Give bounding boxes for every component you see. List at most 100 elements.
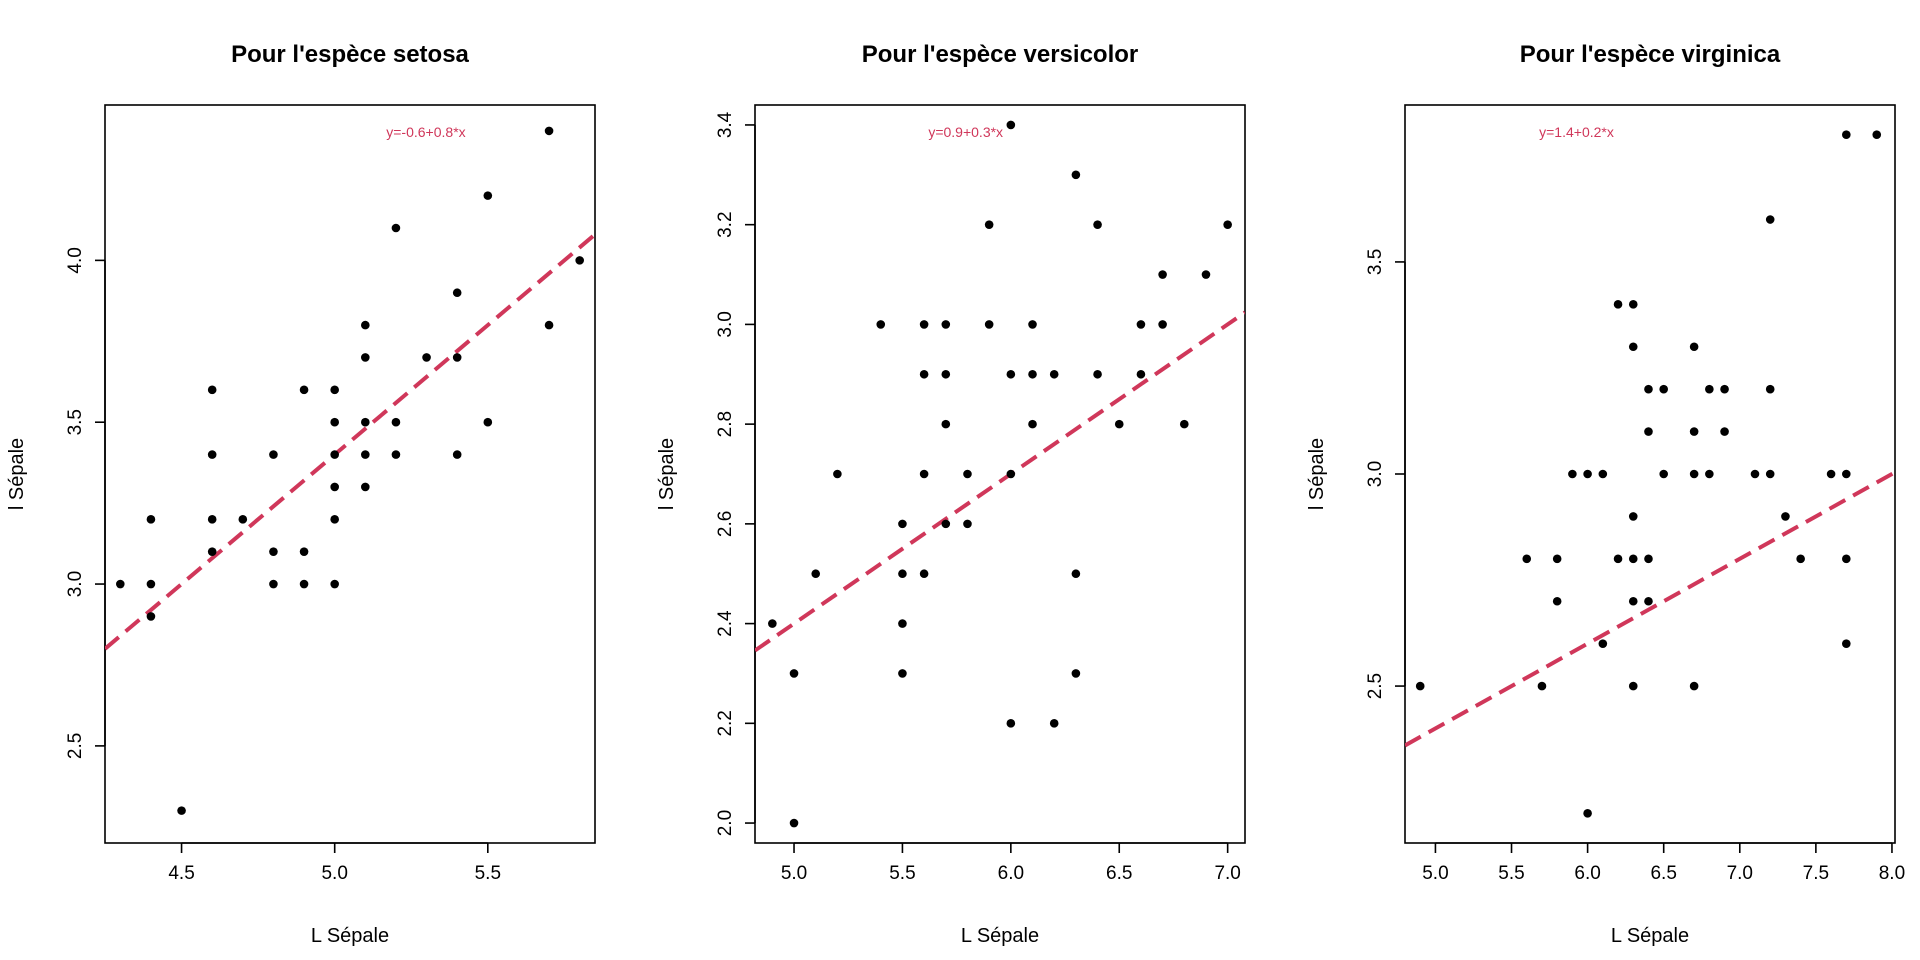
panel-2-data-point	[919, 320, 929, 329]
panel-3-data-point	[1689, 469, 1699, 479]
panel-3-data-point	[1781, 512, 1790, 521]
panel-3-x-tick-label: 6.5	[1650, 863, 1676, 884]
panel-2-data-point	[984, 320, 994, 329]
panel-2-y-tick-label: 2.8	[715, 411, 736, 437]
panel-3-data-point	[1522, 554, 1532, 564]
panel-2-equation-label: y=0.9+0.3*x	[928, 124, 1003, 140]
panel-2-regression-line	[755, 310, 1245, 653]
panel-2-x-axis-label: L Sépale	[961, 925, 1039, 947]
panel-3-data-point	[1826, 469, 1836, 479]
panel-2-data-point	[984, 220, 994, 229]
panel-2-data-point	[919, 469, 929, 479]
panel-3-data-point	[1628, 300, 1638, 309]
panel-3-x-tick-label: 6.0	[1574, 863, 1600, 884]
panel-2-x-tick-label: 6.0	[998, 863, 1024, 884]
panel-3-data-point	[1415, 681, 1425, 691]
panel-1-data-point	[483, 417, 493, 427]
panel-1-equation-label: y=-0.6+0.8*x	[386, 124, 465, 140]
panel-1-data-point	[361, 417, 370, 427]
panel-3-data-point	[1689, 427, 1699, 436]
panel-3-data-point	[1537, 681, 1547, 691]
panel-3-regression-line	[1405, 470, 1895, 748]
panel-3-data-point	[1552, 596, 1562, 606]
panel-1-y-tick-label: 3.0	[65, 571, 86, 597]
panel-2-data-point	[1071, 569, 1081, 579]
panel-3-y-axis-label: l Sépale	[1306, 438, 1328, 510]
panel-1-data-point	[269, 579, 278, 589]
panel-1-data-point	[116, 579, 125, 589]
panel-3-data-point	[1842, 469, 1851, 479]
panel-2-y-tick-label: 2.4	[715, 610, 736, 637]
panel-3: Pour l'espèce virginica 5.0 5.5 6.0 6.5 7.0 7.…	[1306, 41, 1905, 947]
panel-3-x-tick-label: 8.0	[1879, 863, 1905, 884]
panel-2-data-point	[1136, 320, 1146, 329]
panel-3-y-tick-label: 2.5	[1365, 673, 1386, 699]
panel-2-data-point	[768, 619, 777, 628]
panel-2-data-point	[1049, 369, 1059, 379]
panel-1-data-point	[146, 579, 156, 589]
panel-2-data-point	[1006, 719, 1016, 728]
panel-1-data-point	[330, 482, 339, 492]
panel-1-data-point	[330, 450, 339, 459]
panel-3-data-point	[1689, 342, 1699, 352]
panel-1-title: Pour l'espèce setosa	[231, 41, 469, 68]
panel-1-data-point	[299, 385, 309, 395]
panel-2-data-point	[898, 619, 907, 628]
panel-3-data-point	[1552, 554, 1562, 564]
panel-1-x-tick-label: 5.0	[321, 863, 347, 884]
panel-3-x-tick-label: 7.5	[1803, 863, 1829, 884]
panel-2-data-point	[1093, 369, 1102, 379]
panel-1-data-point	[422, 353, 431, 362]
panel-1-y-tick-label: 3.5	[65, 409, 86, 435]
panel-3-x-tick-label: 7.0	[1727, 863, 1753, 884]
panel-2-x-tick-label: 5.0	[781, 863, 807, 884]
panel-3-data-point	[1644, 384, 1653, 394]
panel-3-data-point	[1628, 596, 1638, 606]
panel-1-data-point	[361, 450, 370, 459]
panel-3-data-point	[1765, 469, 1775, 479]
panel-2-data-point	[1028, 320, 1037, 329]
panel-3-data-point	[1598, 639, 1608, 648]
panel-3-y-tick-label: 3.0	[1365, 461, 1386, 487]
panel-1-data-point	[207, 547, 217, 556]
panel-3-data-point	[1659, 469, 1668, 479]
panel-3-plot-frame	[1404, 104, 1896, 844]
panel-2-x-tick-label: 5.5	[889, 863, 915, 884]
panel-1-data-point	[146, 612, 156, 621]
panel-3-data-point	[1720, 427, 1729, 436]
panel-3-data-point	[1765, 215, 1775, 224]
panel-2-data-point	[941, 369, 951, 379]
panel-2-data-point	[963, 469, 972, 479]
panel-1-data-point	[207, 450, 217, 459]
panel-2-data-point	[1006, 469, 1016, 479]
panel-2-data-point	[1158, 320, 1167, 329]
panel-3-data-point	[1842, 130, 1851, 139]
panel-1-data-point	[361, 320, 370, 330]
panel-3-data-point	[1796, 554, 1805, 564]
panel-2-data-point	[941, 419, 951, 429]
panel-2-data-point	[1006, 369, 1016, 379]
panel-1-regression-line	[105, 232, 595, 651]
panel-1: Pour l'espèce setosa 4.5 5.0 5.5 2.5 3.0 3.5 4.…	[6, 41, 596, 947]
panel-1-x-tick-label: 4.5	[168, 863, 194, 884]
panel-1-data-point	[207, 515, 217, 524]
panel-3-data-point	[1644, 427, 1653, 436]
panel-1-data-point	[330, 579, 339, 589]
panel-3-x-axis-label: L Sépale	[1611, 925, 1689, 947]
panel-1-data-point	[146, 515, 156, 524]
panel-2-data-point	[833, 469, 842, 479]
panel-2-data-point	[963, 519, 972, 529]
panel-1-y-axis-label: l Sépale	[6, 438, 28, 510]
panel-3-data-point	[1583, 809, 1592, 818]
panel-3-data-point	[1720, 384, 1729, 394]
panel-2-y-axis-label: l Sépale	[656, 438, 678, 510]
panel-1-plot-frame	[104, 104, 596, 844]
panel-2-data-point	[1158, 270, 1167, 279]
panel-3-y-tick-label: 3.5	[1365, 249, 1386, 275]
panel-2-data-point	[876, 320, 886, 329]
panel-3-equation-label: y=1.4+0.2*x	[1539, 124, 1614, 140]
panel-1-data-point	[391, 223, 401, 233]
panel-1-data-point	[299, 579, 309, 589]
panel-2-data-point	[789, 669, 799, 678]
